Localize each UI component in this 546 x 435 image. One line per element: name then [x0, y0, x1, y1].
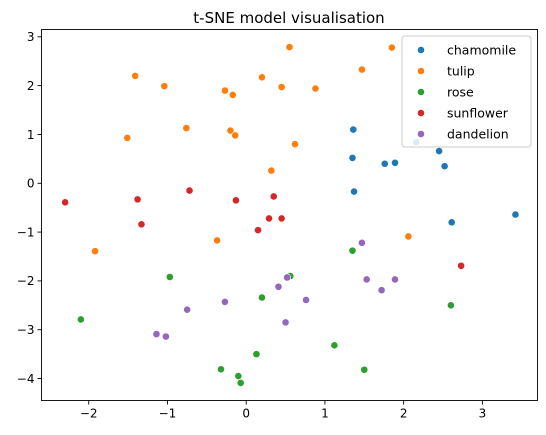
data-point-tulip-9	[285, 43, 294, 51]
legend: chamomile tulip rose sunflower dandelion	[401, 35, 532, 148]
data-point-rose-1	[165, 273, 174, 281]
data-point-chamomile-0	[349, 125, 358, 134]
data-point-rose-9	[234, 372, 243, 380]
data-point-chamomile-1	[348, 153, 357, 162]
legend-marker-chamomile	[417, 46, 425, 54]
x-tick-label: −2	[80, 407, 98, 421]
data-point-chamomile-7	[440, 162, 449, 171]
data-point-sunflower-7	[269, 192, 278, 201]
data-point-dandelion-8	[358, 238, 366, 247]
data-point-sunflower-1	[133, 195, 142, 204]
data-point-rose-6	[252, 350, 261, 359]
data-point-sunflower-6	[265, 214, 273, 223]
data-point-dandelion-2	[183, 305, 192, 314]
legend-label-rose: rose	[447, 85, 474, 100]
data-point-rose-2	[258, 293, 266, 302]
y-tick-label: −1	[17, 225, 35, 239]
data-point-sunflower-5	[254, 226, 262, 235]
y-tick-label: 0	[27, 177, 35, 191]
y-tick-label: −4	[17, 372, 35, 386]
data-point-tulip-7	[277, 83, 286, 91]
data-point-tulip-14	[213, 236, 221, 245]
data-point-rose-4	[348, 246, 357, 255]
legend-label-sunflower: sunflower	[447, 106, 509, 121]
x-tick-label: 3	[479, 407, 487, 421]
data-point-sunflower-2	[137, 220, 146, 229]
data-point-rose-8	[217, 365, 225, 374]
data-point-dandelion-10	[377, 286, 386, 295]
y-tick-label: −2	[17, 274, 35, 288]
data-point-sunflower-9	[457, 261, 466, 270]
plot-frame	[41, 29, 538, 401]
x-tick-label: 1	[321, 407, 329, 421]
data-point-tulip-2	[123, 133, 132, 142]
data-point-chamomile-2	[350, 187, 358, 196]
x-axis: −2 −1 0 1 2 3	[80, 400, 487, 421]
x-tick-label: 0	[242, 407, 250, 421]
data-point-tulip-15	[91, 247, 99, 256]
data-point-dandelion-4	[274, 282, 283, 291]
x-tick-label: −1	[159, 407, 177, 421]
data-point-tulip-11	[231, 131, 240, 140]
legend-marker-tulip	[417, 67, 425, 75]
data-point-rose-11	[360, 365, 369, 374]
data-point-tulip-0	[131, 71, 140, 80]
data-point-tulip-6	[258, 73, 266, 82]
data-point-dandelion-5	[283, 273, 292, 282]
data-point-dandelion-1	[161, 332, 170, 341]
data-point-tulip-13	[267, 166, 276, 175]
data-point-rose-7	[330, 341, 339, 350]
data-point-dandelion-7	[302, 296, 310, 304]
data-point-chamomile-4	[391, 158, 399, 167]
data-point-sunflower-0	[61, 198, 70, 207]
data-point-tulip-12	[291, 140, 299, 149]
data-point-chamomile-8	[447, 218, 456, 227]
legend-label-chamomile: chamomile	[447, 43, 516, 58]
data-point-tulip-8	[311, 84, 320, 93]
data-point-tulip-1	[160, 82, 169, 91]
data-point-dandelion-11	[391, 275, 399, 284]
data-point-tulip-17	[387, 43, 396, 52]
data-point-tulip-4	[221, 86, 229, 95]
data-point-sunflower-4	[232, 196, 240, 205]
data-point-chamomile-6	[435, 147, 443, 155]
data-point-dandelion-6	[281, 318, 290, 327]
data-point-rose-10	[236, 379, 245, 387]
legend-marker-sunflower	[417, 109, 425, 117]
x-tick-label: 2	[400, 407, 408, 421]
data-point-tulip-18	[404, 232, 413, 241]
data-point-dandelion-3	[221, 297, 229, 306]
plot-marks	[61, 43, 520, 387]
chart-title: t-SNE model visualisation	[193, 9, 384, 27]
data-point-dandelion-0	[152, 330, 161, 339]
legend-box	[401, 35, 532, 148]
y-tick-label: 1	[27, 128, 35, 142]
legend-label-dandelion: dandelion	[447, 127, 509, 142]
data-point-tulip-5	[228, 91, 237, 99]
data-point-sunflower-8	[277, 214, 286, 223]
data-point-tulip-10	[226, 126, 235, 135]
y-tick-label: −3	[17, 323, 35, 337]
legend-marker-rose	[417, 88, 425, 96]
data-point-rose-0	[76, 315, 85, 324]
y-tick-label: 3	[27, 30, 35, 44]
data-point-rose-5	[446, 301, 455, 310]
data-point-chamomile-9	[511, 210, 520, 219]
y-axis: 3 2 1 0 −1 −2 −3 −4	[17, 30, 42, 386]
legend-marker-dandelion	[417, 130, 425, 138]
data-point-dandelion-9	[362, 275, 371, 284]
data-point-tulip-16	[358, 65, 366, 74]
data-point-chamomile-3	[380, 159, 389, 168]
data-point-sunflower-3	[185, 186, 194, 195]
legend-label-tulip: tulip	[447, 64, 475, 79]
y-tick-label: 2	[27, 79, 35, 93]
data-point-tulip-3	[182, 124, 191, 133]
